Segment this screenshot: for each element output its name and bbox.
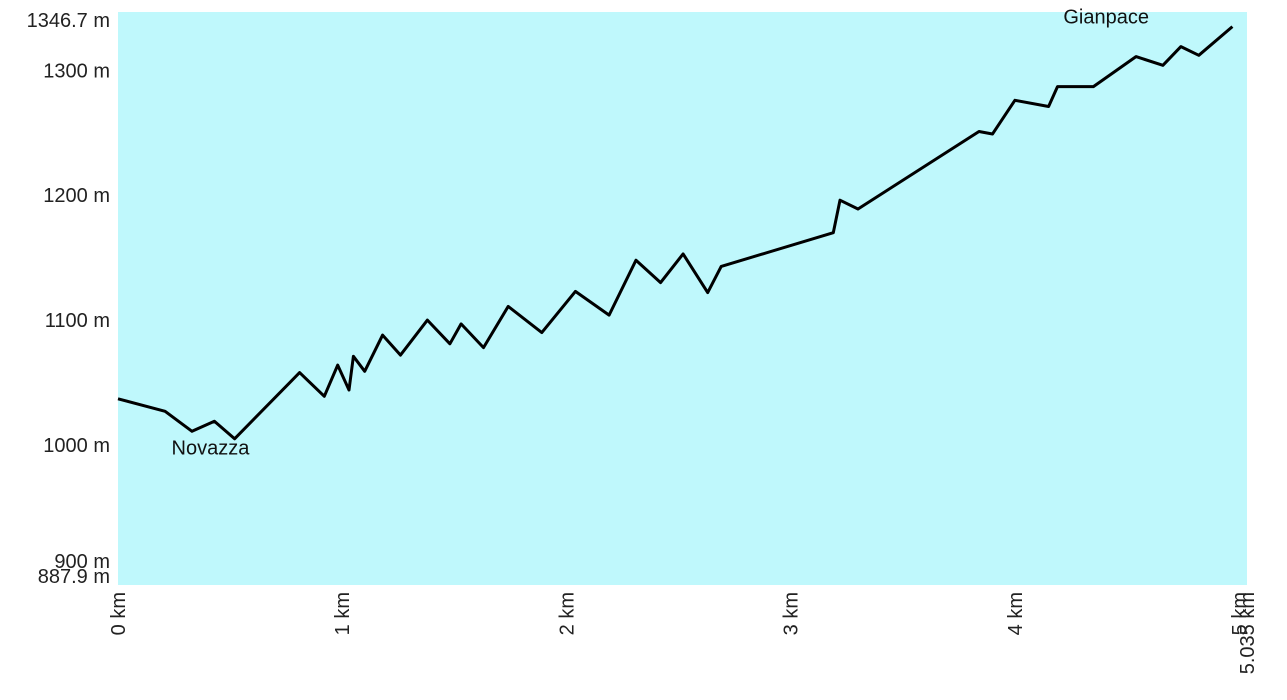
y-axis-ticks: 1346.7 m 1300 m 1200 m 1100 m 1000 m 900 m887… <box>27 10 110 588</box>
x-tick-label: 0 km <box>108 592 130 635</box>
x-tick-label: 3 km <box>781 592 803 635</box>
annotation-label: Gianpace <box>1063 7 1149 29</box>
y-tick-label: 900 m <box>54 551 110 573</box>
y-tick-label: 1200 m <box>43 185 110 207</box>
x-tick-label: 5.035 km <box>1237 592 1259 674</box>
y-tick-label: 1300 m <box>43 60 110 82</box>
x-tick-label: 4 km <box>1005 592 1027 635</box>
x-tick-label: 1 km <box>332 592 354 635</box>
y-tick-label: 887.9 m <box>38 566 110 588</box>
x-tick-label: 5 km <box>1229 592 1251 635</box>
x-tick-label: 2 km <box>556 592 578 635</box>
x-axis-ticks: 0 km 1 km 2 km 3 km 4 km 5 km5.035 km <box>108 592 1259 674</box>
y-tick-label: 1100 m <box>45 310 110 332</box>
plot-background <box>118 12 1247 585</box>
chart-annotations: Novazza Gianpace <box>172 7 1149 460</box>
y-tick-label: 1346.7 m <box>27 10 110 32</box>
y-tick-label: 1000 m <box>43 435 110 457</box>
elevation-profile-line <box>117 25 1234 441</box>
annotation-label: Novazza <box>172 437 251 459</box>
